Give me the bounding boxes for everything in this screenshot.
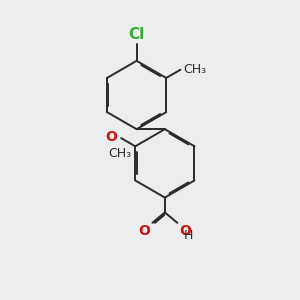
Text: H: H <box>184 230 193 242</box>
Text: O: O <box>106 130 118 144</box>
Text: O: O <box>179 224 191 238</box>
Text: CH₃: CH₃ <box>183 63 206 76</box>
Text: O: O <box>138 224 150 238</box>
Text: CH₃: CH₃ <box>108 147 131 160</box>
Text: Cl: Cl <box>128 27 145 42</box>
